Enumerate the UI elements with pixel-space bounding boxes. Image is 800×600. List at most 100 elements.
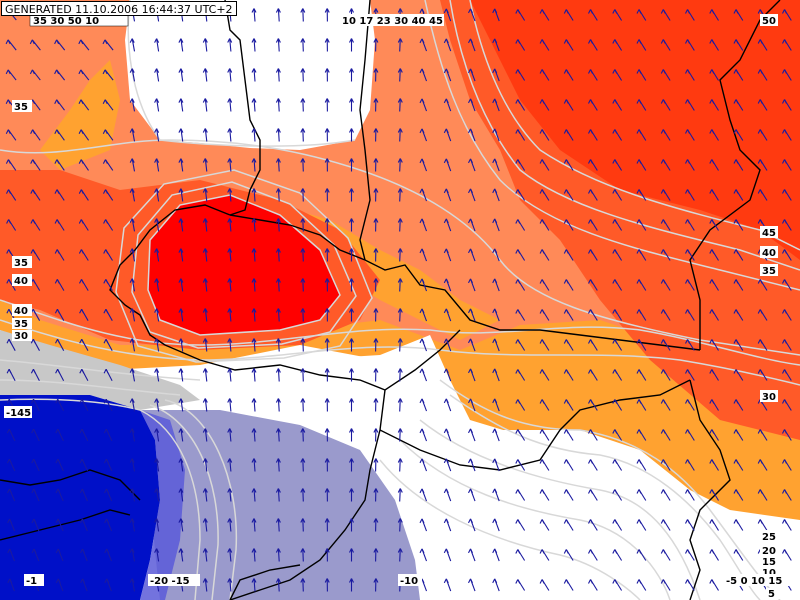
wind-arrow (275, 8, 281, 22)
wind-arrow (251, 428, 257, 442)
wind-arrow (709, 279, 719, 291)
wind-arrow (539, 279, 550, 291)
wind-arrow (300, 308, 306, 322)
wind-arrow (251, 338, 257, 352)
wind-arrow (202, 308, 208, 322)
wind-arrow (563, 429, 574, 441)
wind-arrow (419, 98, 428, 112)
wind-arrow (443, 548, 452, 562)
wind-arrow (660, 489, 671, 501)
wind-arrow (443, 38, 452, 52)
wind-arrow (733, 129, 744, 141)
wind-arrow (324, 368, 330, 382)
wind-arrow (300, 248, 306, 262)
wind-arrow (612, 129, 623, 141)
wind-arrow (709, 549, 719, 561)
wind-arrow (251, 248, 257, 262)
wind-arrow (782, 399, 792, 411)
wind-arrow (709, 339, 719, 351)
wind-arrow (129, 518, 136, 532)
wind-arrow (492, 218, 500, 232)
wind-arrow (30, 159, 41, 171)
wind-arrow (660, 279, 671, 291)
wind-arrow (55, 428, 64, 442)
wind-arrow (612, 309, 623, 321)
wind-arrow (373, 428, 379, 442)
wind-arrow (103, 339, 113, 351)
wind-arrow (757, 39, 768, 51)
wind-arrow (539, 369, 550, 381)
wind-arrow (178, 368, 184, 382)
wind-arrow (29, 69, 41, 81)
wind-arrow (300, 8, 306, 22)
wind-arrow (612, 579, 623, 591)
wind-arrow (709, 579, 719, 591)
wind-arrow (733, 309, 744, 321)
wind-arrow (275, 128, 281, 142)
wind-arrow (397, 368, 403, 382)
wind-arrow (349, 458, 354, 472)
wind-arrow (468, 578, 476, 592)
wind-arrow (515, 189, 526, 201)
wind-arrow (54, 99, 65, 111)
wind-arrow (129, 428, 136, 442)
wind-arrow (660, 9, 671, 21)
label-left-30: 30 (14, 331, 28, 342)
wind-arrow (612, 549, 623, 561)
wind-arrow (397, 68, 403, 82)
wind-arrow (79, 368, 89, 382)
label-top-left-strip: 35 30 50 10 (33, 16, 99, 27)
wind-arrow (397, 248, 403, 262)
wind-arrow (78, 69, 90, 81)
wind-arrow (492, 428, 500, 442)
wind-arrow (757, 459, 768, 471)
wind-arrow (227, 488, 233, 502)
wind-arrow (324, 278, 330, 292)
wind-arrow (468, 248, 476, 262)
wind-arrow (154, 308, 160, 322)
wind-arrow (324, 38, 330, 52)
wind-arrow (563, 519, 574, 531)
wind-arrow (275, 398, 281, 412)
wind-arrow (733, 369, 744, 381)
wind-arrow (515, 159, 526, 171)
wind-arrow (757, 99, 768, 111)
wind-arrow (324, 518, 330, 532)
wind-arrow (660, 69, 671, 81)
wind-arrow (397, 278, 403, 292)
wind-arrow (300, 428, 306, 442)
wind-arrow (733, 279, 744, 291)
wind-arrow (349, 68, 354, 82)
wind-arrow (129, 248, 136, 262)
wind-arrow (468, 218, 476, 232)
wind-arrow (636, 159, 647, 171)
wind-arrow (397, 518, 403, 532)
wind-arrow (397, 38, 403, 52)
wind-arrow (79, 428, 89, 442)
wind-arrow (275, 338, 281, 352)
wind-arrow (202, 278, 208, 292)
wind-arrow (54, 39, 66, 51)
wind-arrow (79, 518, 88, 532)
wind-arrow (685, 9, 695, 21)
wind-arrow (782, 369, 792, 381)
wind-arrow (612, 429, 623, 441)
wind-arrow (31, 428, 40, 442)
wind-arrow (154, 398, 160, 412)
wind-arrow (275, 368, 281, 382)
wind-arrow (30, 189, 41, 201)
wind-arrow (103, 309, 113, 321)
wind-arrow (178, 98, 184, 112)
wind-arrow (79, 279, 89, 291)
wind-arrow (300, 68, 306, 82)
wind-arrow (102, 129, 114, 141)
wind-arrow (685, 459, 695, 471)
label-right-10: 10 (762, 568, 776, 579)
wind-arrow (468, 188, 476, 202)
wind-arrow (54, 129, 65, 141)
wind-arrow (539, 579, 550, 591)
wind-arrow (300, 128, 306, 142)
wind-arrow (373, 548, 379, 562)
wind-arrow (178, 158, 184, 172)
wind-arrow (685, 579, 695, 591)
